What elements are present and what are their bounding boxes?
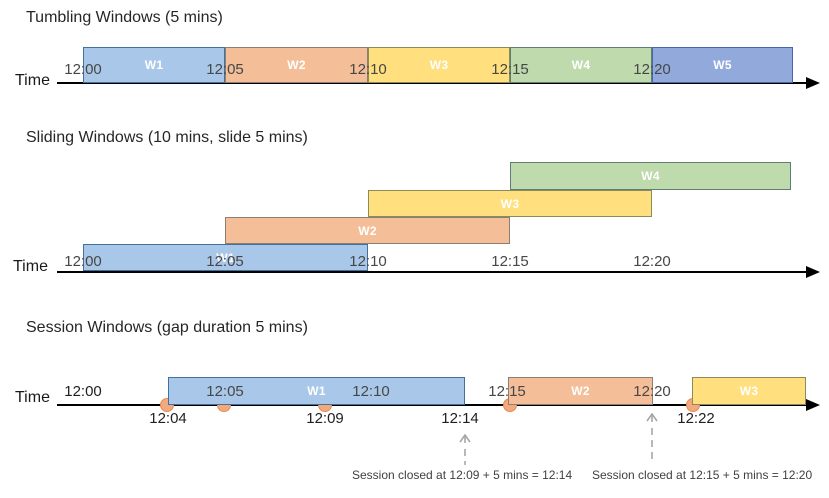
tick-label: 12:10 (349, 61, 387, 78)
window-label: W5 (713, 58, 732, 72)
window-label: W4 (641, 169, 660, 183)
session-close-time-label: 12:14 (441, 410, 479, 427)
tumbling-timeline (57, 82, 807, 84)
tumbling-window-w4: W4 (510, 47, 652, 83)
sliding-window-w3: W3 (368, 190, 652, 217)
window-label: W2 (358, 223, 377, 238)
annotation-arrow-icon (459, 434, 471, 465)
tick-label: 12:15 (491, 61, 529, 78)
window-label: W1 (216, 250, 235, 265)
tick-label: 12:00 (64, 61, 102, 78)
annotation-arrow-icon (646, 413, 658, 462)
tick-label: 12:00 (64, 383, 102, 400)
sliding-timeline-arrowhead-icon (806, 266, 820, 278)
sliding-window-w4: W4 (510, 162, 791, 190)
window-label: W3 (429, 58, 449, 72)
window-label: W3 (500, 196, 520, 211)
window-label: W2 (287, 58, 306, 72)
event-time-label: 12:04 (149, 410, 187, 427)
tumbling-timeline-arrowhead-icon (806, 77, 820, 89)
tumbling-window-w2: W2 (225, 47, 368, 83)
tick-label: 12:20 (633, 253, 671, 270)
tick-label: 12:10 (349, 253, 387, 270)
session-window-w1: W1 (168, 377, 465, 405)
session-close-annotation-1: Session closed at 12:09 + 5 mins = 12:14 (352, 468, 573, 482)
session-close-annotation-2: Session closed at 12:15 + 5 mins = 12:20 (592, 468, 813, 482)
session-timeline-arrowhead-icon (806, 399, 820, 411)
tick-label: 12:05 (206, 383, 244, 400)
window-label: W3 (739, 384, 759, 398)
tumbling-title: Tumbling Windows (5 mins) (26, 9, 223, 26)
window-label: W2 (571, 384, 590, 398)
session-window-w2: W2 (508, 377, 653, 405)
tumbling-window-w5: W5 (652, 47, 793, 83)
tick-label: 12:05 (206, 61, 244, 78)
tumbling-time-axis-label: Time (15, 72, 50, 89)
tumbling-window-w1: W1 (83, 47, 225, 83)
tick-label: 12:05 (206, 253, 244, 270)
window-label: W1 (307, 384, 326, 398)
tick-label: 12:20 (633, 383, 671, 400)
sliding-window-w1: W1 (83, 244, 368, 271)
tick-label: 12:20 (633, 61, 671, 78)
sliding-time-axis-label: Time (13, 258, 48, 275)
sliding-window-w2: W2 (225, 217, 510, 244)
tumbling-window-w3: W3 (368, 47, 510, 83)
tick-label: 12:00 (64, 253, 102, 270)
event-time-label: 12:09 (306, 410, 344, 427)
event-time-label: 12:22 (677, 410, 715, 427)
session-window-w3: W3 (692, 377, 806, 405)
window-label: W1 (144, 58, 164, 72)
tick-label: 12:15 (491, 253, 529, 270)
session-timeline (57, 404, 807, 406)
tick-label: 12:15 (488, 383, 526, 400)
session-time-axis-label: Time (15, 389, 50, 406)
session-title: Session Windows (gap duration 5 mins) (26, 319, 308, 336)
sliding-title: Sliding Windows (10 mins, slide 5 mins) (26, 129, 308, 146)
window-label: W4 (571, 58, 591, 72)
sliding-timeline (57, 271, 807, 273)
tick-label: 12:10 (352, 383, 390, 400)
